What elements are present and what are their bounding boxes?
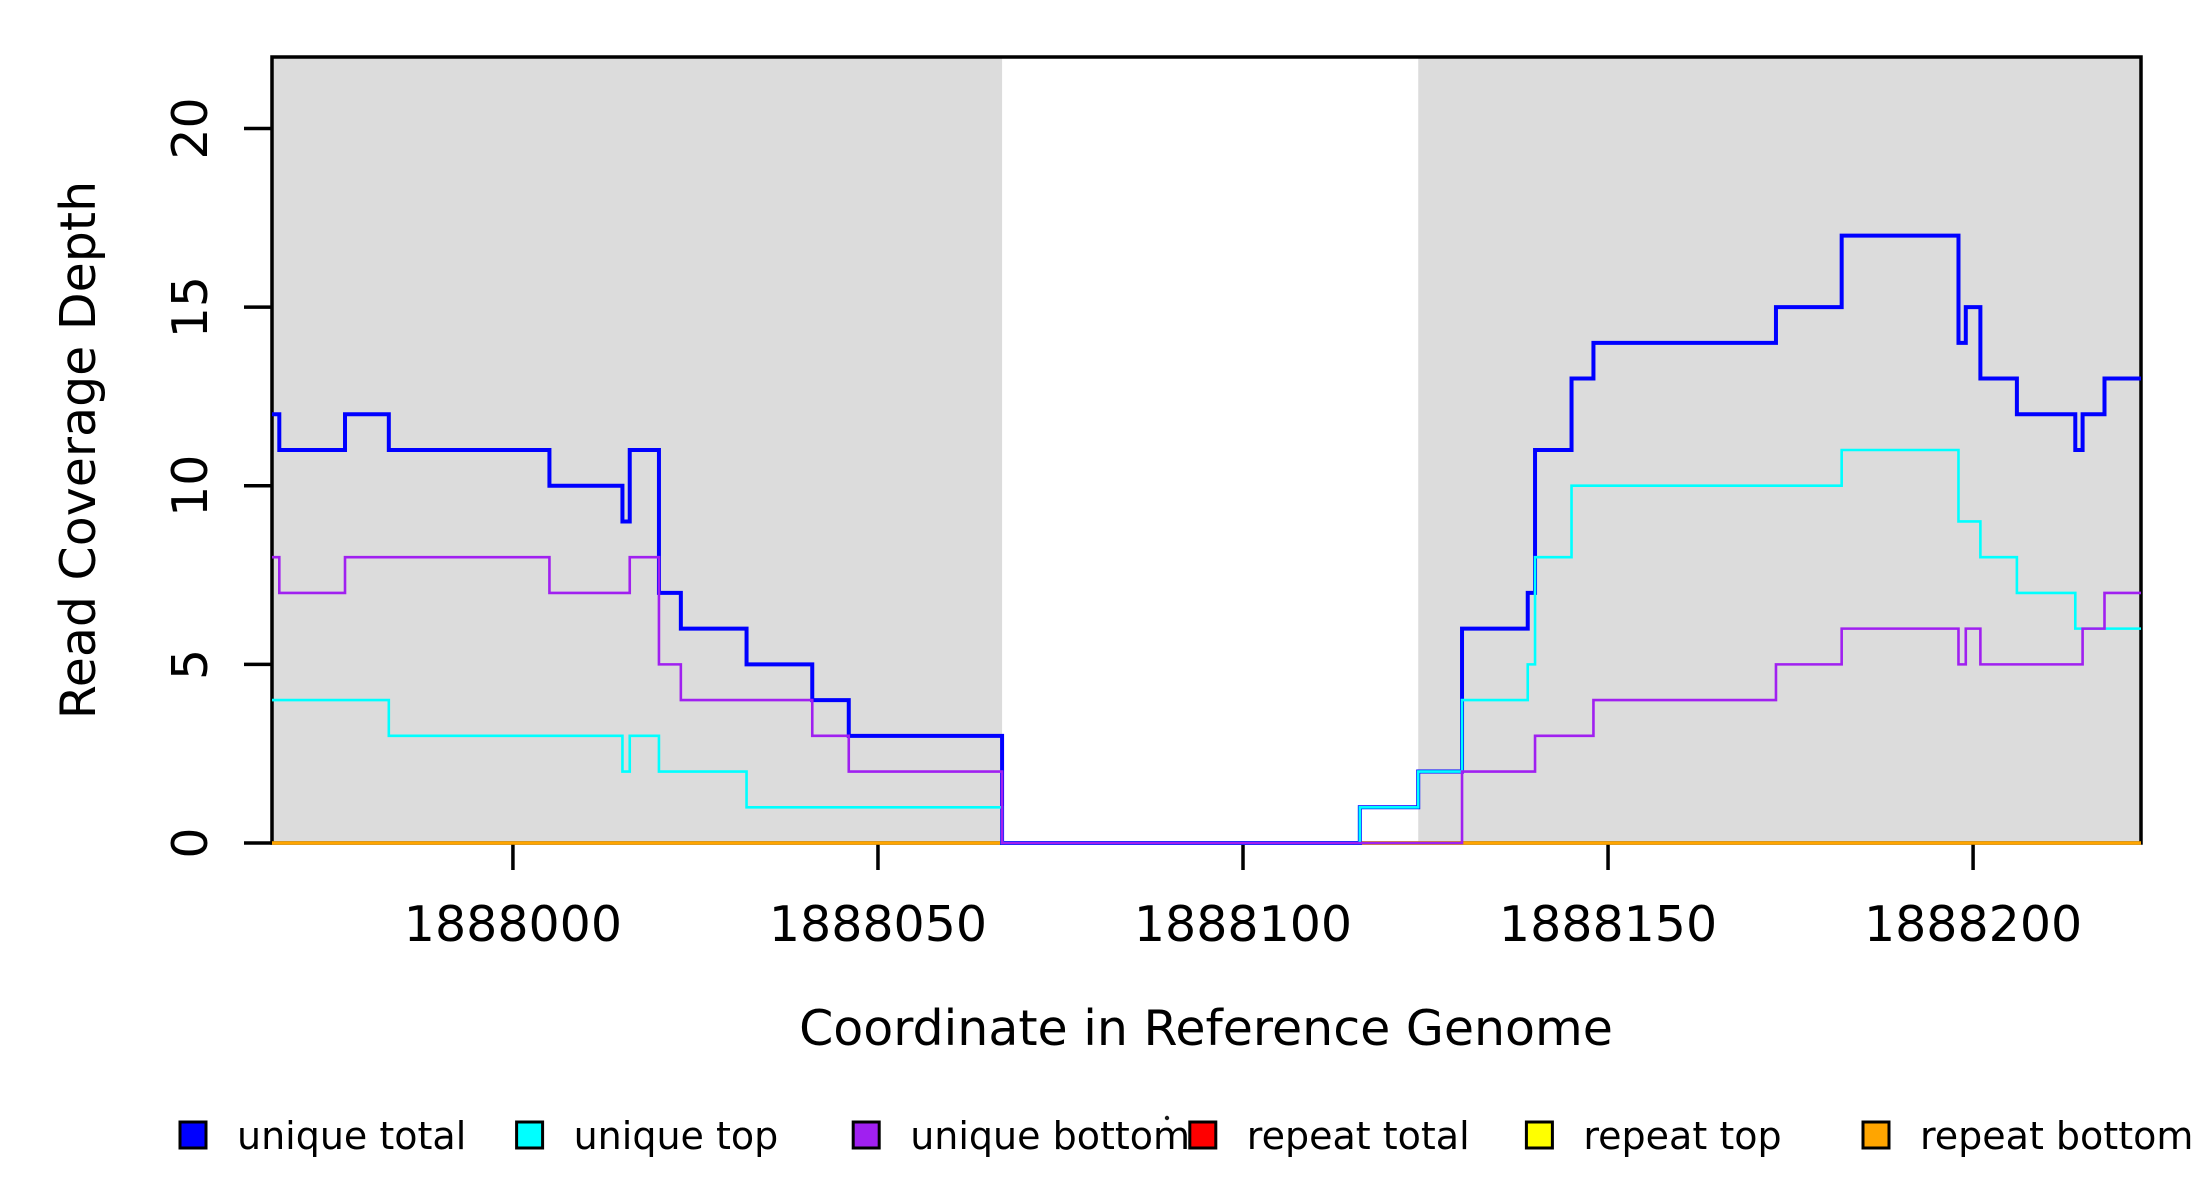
x-tick-label: 1888200 xyxy=(1864,896,2082,953)
x-tick-label: 1888050 xyxy=(769,896,987,953)
legend-item-unique-bottom: unique bottom xyxy=(851,1114,1190,1158)
tick-labels-layer: 1888000 1888050 1888100 1888150 1888200 0 5 10 1… xyxy=(162,97,2082,953)
legend-label: repeat total xyxy=(1247,1114,1470,1158)
legend-swatch xyxy=(1188,1120,1218,1150)
legend-swatch xyxy=(515,1120,545,1150)
legend-item-repeat-bottom: repeat bottom xyxy=(1861,1114,2193,1158)
shaded-regions-layer xyxy=(272,57,2141,843)
y-tick-label: 5 xyxy=(162,649,219,680)
y-tick-label: 20 xyxy=(162,97,219,159)
legend-label: repeat top xyxy=(1583,1114,1781,1158)
x-tick-label: 1888000 xyxy=(404,896,622,953)
legend-swatch xyxy=(851,1120,881,1150)
series-layer xyxy=(272,233,2141,845)
legend-item-unique-total: unique total xyxy=(178,1114,466,1158)
series-unique-bottom xyxy=(272,555,2141,845)
legend-label: unique total xyxy=(237,1114,466,1158)
legend-swatch xyxy=(1524,1120,1554,1150)
y-axis-title: Read Coverage Depth xyxy=(50,181,107,719)
series-unique-top xyxy=(272,448,2141,845)
y-tick-label: 0 xyxy=(162,827,219,858)
legend-swatch xyxy=(1861,1120,1891,1150)
y-tick-label: 10 xyxy=(162,455,219,517)
legend-swatch xyxy=(178,1120,208,1150)
legend-label: unique top xyxy=(574,1114,779,1158)
right-unique-region xyxy=(1418,57,2141,843)
legend-item-unique-top: unique top xyxy=(515,1114,779,1158)
stray-dot xyxy=(1164,1115,1170,1121)
legend-item-repeat-top: repeat top xyxy=(1524,1114,1782,1158)
legend-label: unique bottom xyxy=(910,1114,1190,1158)
legend-item-repeat-total: repeat total xyxy=(1188,1114,1470,1158)
x-tick-label: 1888100 xyxy=(1134,896,1352,953)
legend: unique total unique top unique bottom repea… xyxy=(178,1114,2193,1158)
legend-label: repeat bottom xyxy=(1920,1114,2193,1158)
x-axis-title: Coordinate in Reference Genome xyxy=(799,1000,1613,1057)
y-tick-label: 15 xyxy=(162,276,219,338)
x-tick-label: 1888150 xyxy=(1499,896,1717,953)
